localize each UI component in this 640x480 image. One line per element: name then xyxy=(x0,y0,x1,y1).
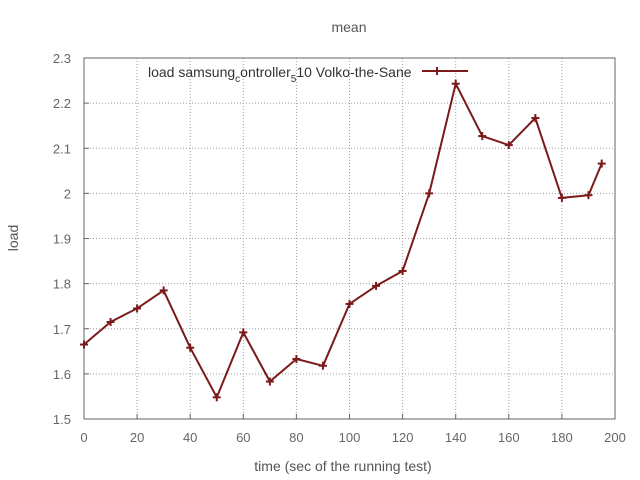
axis-ticks: 0 20 40 60 80 100 120 140 160 180 200 1.5 1.6 1.7 1.8 1… xyxy=(53,51,626,445)
data-point-marker xyxy=(504,141,513,150)
legend-label: load samsungcontroller510 Volko-the-Sane xyxy=(148,64,412,85)
y-tick-label: 2.3 xyxy=(53,51,71,66)
data-point-marker xyxy=(265,377,274,386)
data-point-marker xyxy=(292,354,301,363)
data-point-marker xyxy=(318,361,327,370)
chart-title: mean xyxy=(331,19,366,35)
y-tick-label: 1.8 xyxy=(53,277,71,292)
y-tick-label: 1.7 xyxy=(53,322,71,337)
legend-label-part-1: load samsung xyxy=(148,64,235,80)
grid-lines xyxy=(84,58,615,419)
y-tick-label: 1.9 xyxy=(53,232,71,247)
data-point-marker xyxy=(106,317,115,326)
legend-label-part-2: ontroller xyxy=(240,64,291,80)
data-point-marker xyxy=(345,299,354,308)
x-tick-label: 80 xyxy=(289,430,303,445)
data-point-marker xyxy=(584,191,593,200)
y-tick-label: 2.1 xyxy=(53,141,71,156)
y-tick-label: 1.5 xyxy=(53,412,71,427)
data-point-marker xyxy=(133,304,142,313)
legend-label-sub-2: 5 xyxy=(291,74,297,85)
y-tick-label: 2.2 xyxy=(53,96,71,111)
series-line xyxy=(83,82,603,399)
legend-label-sub-1: c xyxy=(235,74,240,85)
x-tick-label: 100 xyxy=(339,430,361,445)
legend-label-part-3: 10 Volko-the-Sane xyxy=(296,64,411,80)
data-point-marker xyxy=(451,79,460,88)
x-tick-label: 60 xyxy=(236,430,250,445)
x-tick-label: 160 xyxy=(498,430,520,445)
data-point-marker xyxy=(80,340,88,349)
series-layer xyxy=(80,79,606,402)
data-point-marker xyxy=(398,266,407,275)
x-axis-label: time (sec of the running test) xyxy=(254,458,431,474)
x-tick-label: 20 xyxy=(130,430,144,445)
x-tick-label: 40 xyxy=(183,430,197,445)
data-point-marker xyxy=(478,132,487,141)
data-point-marker xyxy=(597,159,606,168)
legend-marker xyxy=(433,67,441,75)
data-point-marker xyxy=(186,343,195,352)
x-tick-label: 200 xyxy=(604,430,626,445)
data-point-marker xyxy=(425,189,434,198)
x-tick-label: 120 xyxy=(392,430,414,445)
data-point-marker xyxy=(557,193,566,202)
data-point-marker xyxy=(212,393,221,402)
legend: load samsungcontroller510 Volko-the-Sane xyxy=(148,64,468,85)
data-point-marker xyxy=(159,286,168,295)
y-axis-label: load xyxy=(5,225,21,251)
y-tick-label: 1.6 xyxy=(53,367,71,382)
x-tick-label: 180 xyxy=(551,430,573,445)
y-tick-label: 2 xyxy=(64,186,71,201)
data-point-marker xyxy=(372,281,381,290)
data-point-marker xyxy=(239,328,248,337)
data-point-marker xyxy=(531,114,540,123)
x-tick-label: 0 xyxy=(80,430,87,445)
x-tick-label: 140 xyxy=(445,430,467,445)
